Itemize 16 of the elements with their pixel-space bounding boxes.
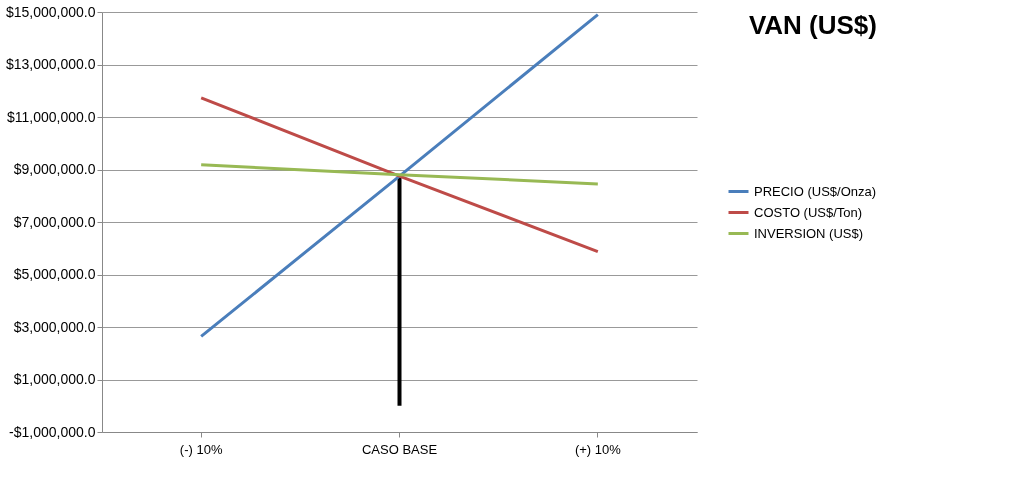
y-tick-label: $1,000,000.0	[13, 371, 96, 387]
legend-label: INVERSION (US$)	[754, 225, 864, 241]
text: VAN (US$)	[748, 10, 877, 40]
y-tick-label: $11,000,000.0	[7, 108, 96, 125]
y-tick-label: $5,000,000.0	[13, 266, 96, 282]
legend-label: PRECIO (US$/Onza)	[754, 183, 877, 199]
y-tick-label: -$1,000,000.0	[9, 423, 96, 440]
x-tick-label: CASO BASE	[361, 441, 438, 457]
x-tick-label: (+) 10%	[574, 441, 622, 457]
y-tick-label: $13,000,000.0	[5, 56, 96, 72]
y-tick-label: $7,000,000.0	[13, 213, 96, 230]
y-tick-label: $3,000,000.0	[13, 318, 96, 335]
y-tick-label: $9,000,000.0	[13, 161, 96, 177]
legend-label: COSTO (US$/Ton)	[754, 204, 863, 220]
y-tick-label: $15,000,000.0	[5, 3, 96, 20]
x-tick-label: (-) 10%	[179, 441, 223, 457]
